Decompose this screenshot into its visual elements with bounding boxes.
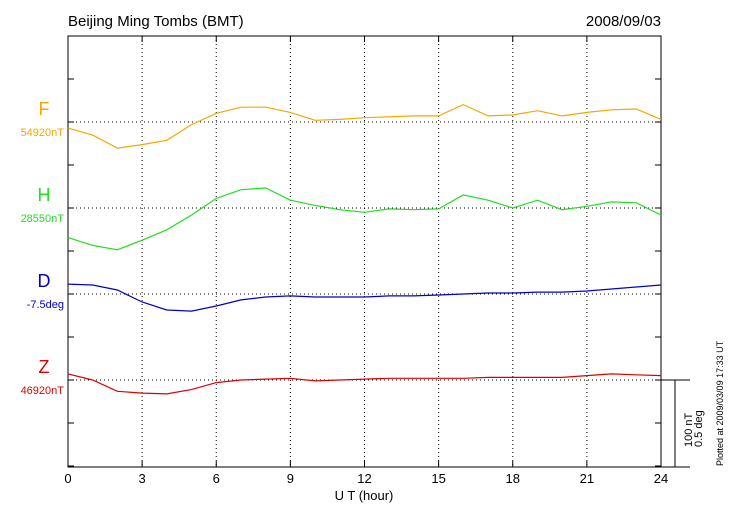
series-baseline: 28550nT [21,213,65,225]
x-tick-label: 0 [64,471,71,486]
series-name: H [38,185,51,205]
series-line [67,373,662,395]
series-name: D [38,271,51,291]
x-tick-label: 9 [287,471,294,486]
series-line [67,187,662,251]
x-tick-label: 15 [431,471,445,486]
x-tick-label: 6 [213,471,220,486]
series-name: F [39,99,50,119]
series-baseline: 46920nT [21,385,65,397]
x-tick-label: 3 [139,471,146,486]
x-tick-label: 24 [654,471,668,486]
x-tick-label: 12 [357,471,371,486]
series-line [67,103,662,149]
scale-label: 0.5 deg [693,410,705,447]
x-tick-label: 21 [580,471,594,486]
scale-label: 100 nT [683,412,695,447]
series-baseline: 54920nT [21,127,65,139]
series-line [67,283,662,312]
series-baseline: -7.5deg [27,299,64,311]
series-name: Z [39,357,50,377]
x-axis-title: U T (hour) [335,488,394,503]
chart-date: 2008/09/03 [586,13,661,30]
footer: Plotted at 2009/03/09 17:33 UT [715,340,725,466]
chart-title: Beijing Ming Tombs (BMT) [68,13,244,30]
x-tick-label: 18 [506,471,520,486]
